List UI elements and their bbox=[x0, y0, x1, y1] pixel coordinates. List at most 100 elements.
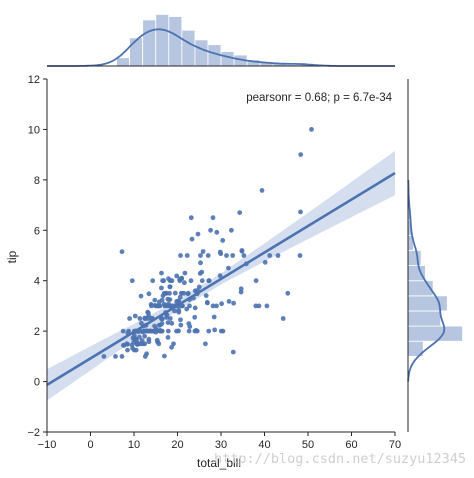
top-hist-bar bbox=[194, 39, 209, 67]
scatter-point bbox=[165, 328, 171, 334]
scatter-point bbox=[142, 354, 148, 359]
scatter-point bbox=[182, 270, 188, 276]
top-hist-bar bbox=[168, 16, 183, 67]
top-hist-bar bbox=[129, 37, 144, 67]
scatter-point bbox=[182, 280, 187, 286]
scatter-point bbox=[119, 354, 125, 359]
scatter-point bbox=[195, 231, 201, 237]
scatter-point bbox=[162, 353, 167, 359]
scatter-point bbox=[178, 322, 184, 328]
scatter-point bbox=[210, 303, 216, 309]
regression-line bbox=[46, 171, 396, 386]
top-hist-bar bbox=[220, 51, 235, 67]
scatter-point bbox=[169, 278, 175, 284]
scatter-point bbox=[155, 303, 161, 309]
scatter-point bbox=[172, 308, 177, 314]
y-tick-label: 4 bbox=[34, 276, 40, 288]
scatter-point bbox=[138, 293, 144, 299]
y-axis-label: tip bbox=[5, 250, 19, 263]
top-hist-bar bbox=[181, 29, 196, 67]
scatter-point bbox=[144, 328, 150, 334]
x-tick-label: 20 bbox=[171, 439, 183, 451]
scatter-point bbox=[210, 215, 216, 221]
scatter-point bbox=[149, 303, 154, 309]
scatter-point bbox=[186, 321, 192, 326]
scatter-point bbox=[188, 215, 194, 221]
scatter-point bbox=[137, 334, 142, 340]
scatter-point bbox=[169, 320, 175, 326]
scatter-point bbox=[167, 297, 173, 302]
x-tick-label: 50 bbox=[302, 439, 314, 451]
scatter-point bbox=[142, 333, 148, 339]
scatter-point bbox=[208, 227, 214, 233]
scatter-point bbox=[224, 253, 229, 258]
top-hist-bar bbox=[116, 57, 131, 67]
scatter-point bbox=[174, 273, 180, 279]
scatter-point bbox=[214, 229, 220, 235]
scatter-point bbox=[178, 253, 183, 258]
scatter-point bbox=[145, 310, 151, 316]
scatter-point bbox=[159, 270, 164, 276]
scatter-point bbox=[298, 209, 303, 215]
scatter-point bbox=[309, 126, 314, 132]
scatter-point bbox=[149, 328, 154, 334]
scatter-point bbox=[280, 316, 286, 321]
scatter-point bbox=[231, 300, 237, 306]
scatter-point bbox=[298, 152, 304, 158]
right-hist-bar bbox=[407, 325, 463, 342]
scatter-point bbox=[214, 303, 219, 309]
right-marginal-histogram bbox=[407, 79, 463, 432]
scatter-point bbox=[297, 253, 303, 258]
scatter-point bbox=[192, 305, 198, 311]
scatter-point bbox=[197, 271, 203, 276]
x-tick-label: 60 bbox=[345, 439, 357, 451]
scatter-point bbox=[176, 307, 182, 313]
scatter-point bbox=[199, 278, 205, 284]
scatter-point bbox=[218, 328, 224, 334]
y-tick-label: 6 bbox=[34, 225, 40, 237]
scatter-point bbox=[169, 344, 175, 350]
scatter-point bbox=[129, 278, 135, 284]
scatter-point bbox=[186, 328, 192, 334]
x-tick-label: 30 bbox=[215, 439, 227, 451]
scatter-point bbox=[155, 328, 161, 333]
scatter-point bbox=[131, 347, 137, 353]
scatter-point bbox=[230, 253, 236, 258]
scatter-point bbox=[192, 314, 198, 320]
scatter-point bbox=[167, 290, 172, 296]
scatter-point bbox=[127, 316, 132, 321]
main-scatter-axes: −10 0 10 20 30 40 50 60 70 −2 0 2 4 6 8 10 12 bbox=[27, 74, 401, 451]
scatter-point bbox=[226, 265, 231, 271]
scatter-point bbox=[189, 236, 195, 242]
scatter-point bbox=[211, 314, 217, 320]
y-tick-label: 12 bbox=[28, 74, 40, 86]
watermark: http://blog.csdn.net/suzyu12345 bbox=[214, 451, 466, 467]
scatter-point bbox=[174, 328, 179, 334]
scatter-point bbox=[150, 278, 156, 284]
scatter-point bbox=[134, 342, 140, 347]
y-tick-label: 10 bbox=[28, 124, 40, 136]
scatter-point bbox=[125, 347, 130, 353]
y-tick-label: −2 bbox=[27, 427, 40, 439]
top-marginal-histogram bbox=[47, 14, 395, 67]
scatter-point bbox=[159, 285, 164, 291]
scatter-point bbox=[192, 328, 198, 334]
x-tick-label: −10 bbox=[38, 439, 57, 451]
scatter-point bbox=[159, 321, 165, 326]
scatter-point bbox=[285, 290, 291, 296]
scatter-point bbox=[217, 249, 223, 255]
scatter-point bbox=[256, 303, 262, 309]
scatter-point bbox=[172, 290, 178, 296]
scatter-point bbox=[179, 275, 185, 281]
scatter-point bbox=[259, 188, 265, 193]
scatter-point bbox=[206, 328, 212, 334]
right-hist-bar bbox=[407, 310, 442, 327]
scatter-point bbox=[205, 253, 211, 258]
scatter-point bbox=[146, 291, 152, 297]
scatter-point bbox=[204, 300, 210, 305]
scatter-point bbox=[185, 291, 191, 297]
y-tick-label: 8 bbox=[34, 175, 40, 187]
scatter-point bbox=[152, 323, 158, 329]
x-tick-label: 70 bbox=[389, 439, 401, 451]
